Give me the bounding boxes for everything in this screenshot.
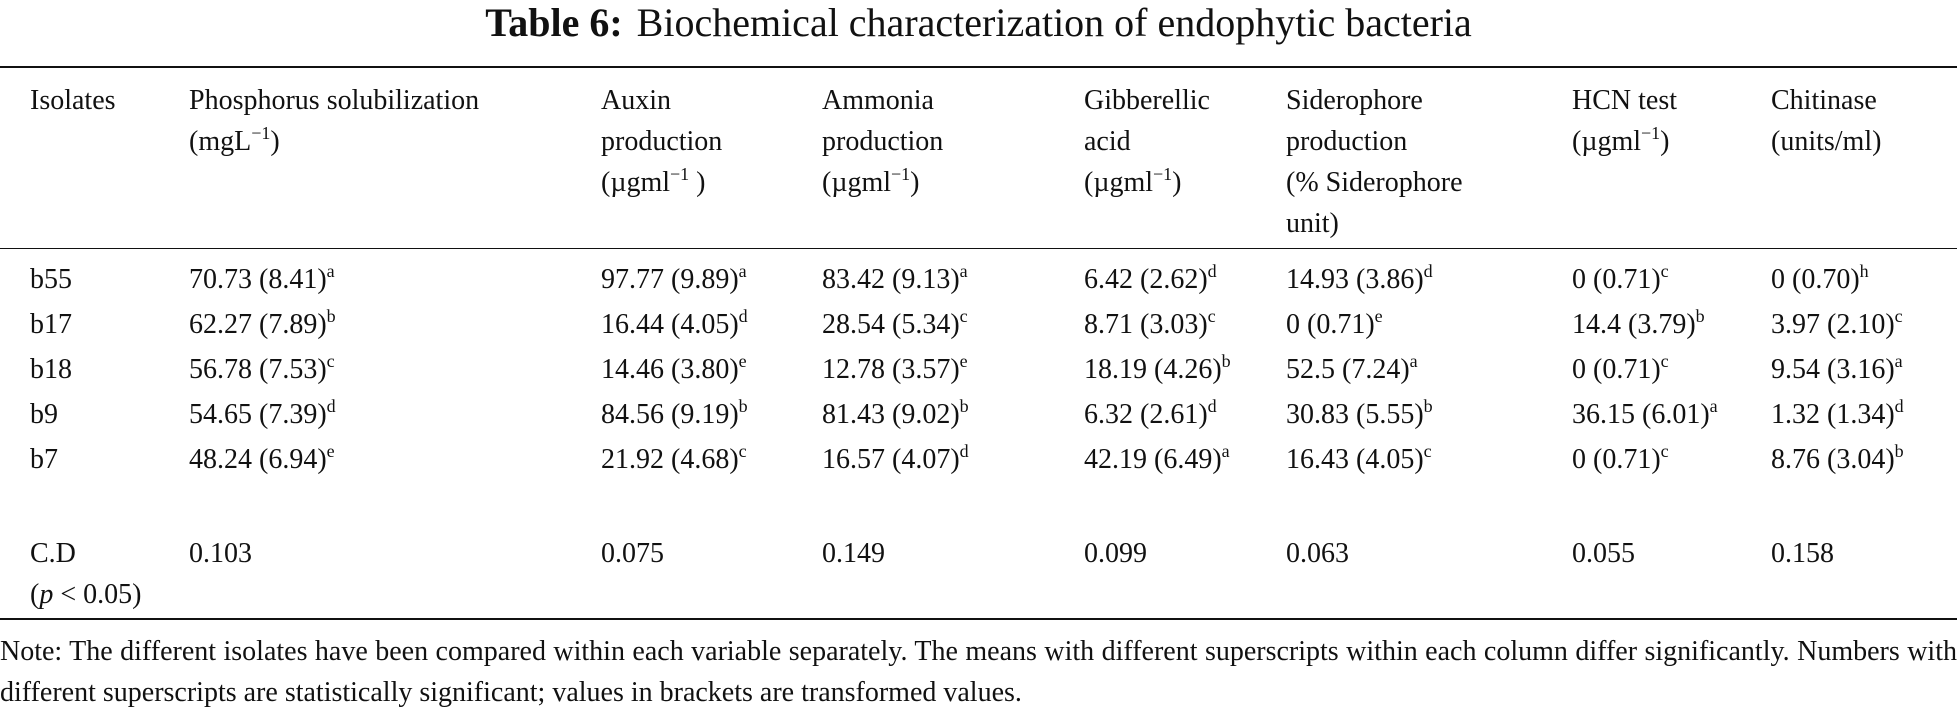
- table-cell: 54.65 (7.39)d: [189, 396, 336, 430]
- table-cell: 8.76 (3.04)b: [1771, 441, 1904, 475]
- bottom-rule: [0, 618, 1957, 620]
- cd-label: C.D: [30, 538, 76, 569]
- table-cell: 12.78 (3.57)e: [822, 351, 968, 385]
- table-cell: 16.57 (4.07)d: [822, 441, 969, 475]
- table-cell: 6.42 (2.62)d: [1084, 261, 1217, 295]
- top-rule: [0, 66, 1957, 68]
- table-row-isolate: b55: [30, 264, 72, 295]
- table-row-isolate: b17: [30, 309, 72, 340]
- table-cell: 14.93 (3.86)d: [1286, 261, 1433, 295]
- cd-value: 0.075: [601, 538, 664, 569]
- header-gibberellic: Gibberellic acid (µgml−1): [1084, 85, 1210, 198]
- table-cell: 14.46 (3.80)e: [601, 351, 747, 385]
- table-cell: 14.4 (3.79)b: [1572, 306, 1705, 340]
- table-cell: 0 (0.70)h: [1771, 261, 1869, 295]
- table-label: Table 6:: [485, 0, 623, 45]
- table-cell: 56.78 (7.53)c: [189, 351, 335, 385]
- table-cell: 30.83 (5.55)b: [1286, 396, 1433, 430]
- table-cell: 84.56 (9.19)b: [601, 396, 748, 430]
- cd-value: 0.099: [1084, 538, 1147, 569]
- header-ammonia: Ammonia production (µgml−1): [822, 85, 944, 198]
- table-cell: 81.43 (9.02)b: [822, 396, 969, 430]
- table-cell: 83.42 (9.13)a: [822, 261, 968, 295]
- table-cell: 21.92 (4.68)c: [601, 441, 747, 475]
- table-caption: Biochemical characterization of endophyt…: [636, 0, 1472, 45]
- cd-value: 0.063: [1286, 538, 1349, 569]
- table-cell: 0 (0.71)c: [1572, 261, 1669, 295]
- table-cell: 28.54 (5.34)c: [822, 306, 968, 340]
- table-cell: 6.32 (2.61)d: [1084, 396, 1217, 430]
- header-siderophore: Siderophore production (% Siderophore un…: [1286, 85, 1463, 239]
- table-cell: 0 (0.71)e: [1286, 306, 1383, 340]
- table-cell: 9.54 (3.16)a: [1771, 351, 1903, 385]
- table-cell: 0 (0.71)c: [1572, 441, 1669, 475]
- header-auxin: Auxin production (µgml−1 ): [601, 85, 723, 198]
- cd-value: 0.103: [189, 538, 252, 569]
- table-cell: 36.15 (6.01)a: [1572, 396, 1718, 430]
- table-cell: 18.19 (4.26)b: [1084, 351, 1231, 385]
- table-cell: 70.73 (8.41)a: [189, 261, 335, 295]
- table-cell: 8.71 (3.03)c: [1084, 306, 1216, 340]
- header-rule: [0, 248, 1957, 249]
- cd-value: 0.055: [1572, 538, 1635, 569]
- table-title: Table 6: Biochemical characterization of …: [0, 0, 1957, 46]
- header-chitinase: Chitinase (units/ml): [1771, 85, 1882, 157]
- cd-value: 0.158: [1771, 538, 1834, 569]
- table-cell: 1.32 (1.34)d: [1771, 396, 1904, 430]
- table-row-isolate: b7: [30, 444, 58, 475]
- table-cell: 42.19 (6.49)a: [1084, 441, 1230, 475]
- header-isolates: Isolates: [30, 85, 116, 116]
- table-row-isolate: b18: [30, 354, 72, 385]
- cd-p-value: (p < 0.05): [30, 579, 142, 610]
- header-phosphorus: Phosphorus solubilization (mgL−1): [189, 85, 480, 157]
- cd-value: 0.149: [822, 538, 885, 569]
- table-row-isolate: b9: [30, 399, 58, 430]
- table-cell: 62.27 (7.89)b: [189, 306, 336, 340]
- table-note: Note: The different isolates have been c…: [0, 636, 1957, 708]
- table-cell: 16.43 (4.05)c: [1286, 441, 1432, 475]
- table-cell: 48.24 (6.94)e: [189, 441, 335, 475]
- table-cell: 97.77 (9.89)a: [601, 261, 747, 295]
- table-cell: 0 (0.71)c: [1572, 351, 1669, 385]
- table-cell: 16.44 (4.05)d: [601, 306, 748, 340]
- header-hcn: HCN test (µgml−1): [1572, 85, 1677, 157]
- table-cell: 52.5 (7.24)a: [1286, 351, 1418, 385]
- table-cell: 3.97 (2.10)c: [1771, 306, 1903, 340]
